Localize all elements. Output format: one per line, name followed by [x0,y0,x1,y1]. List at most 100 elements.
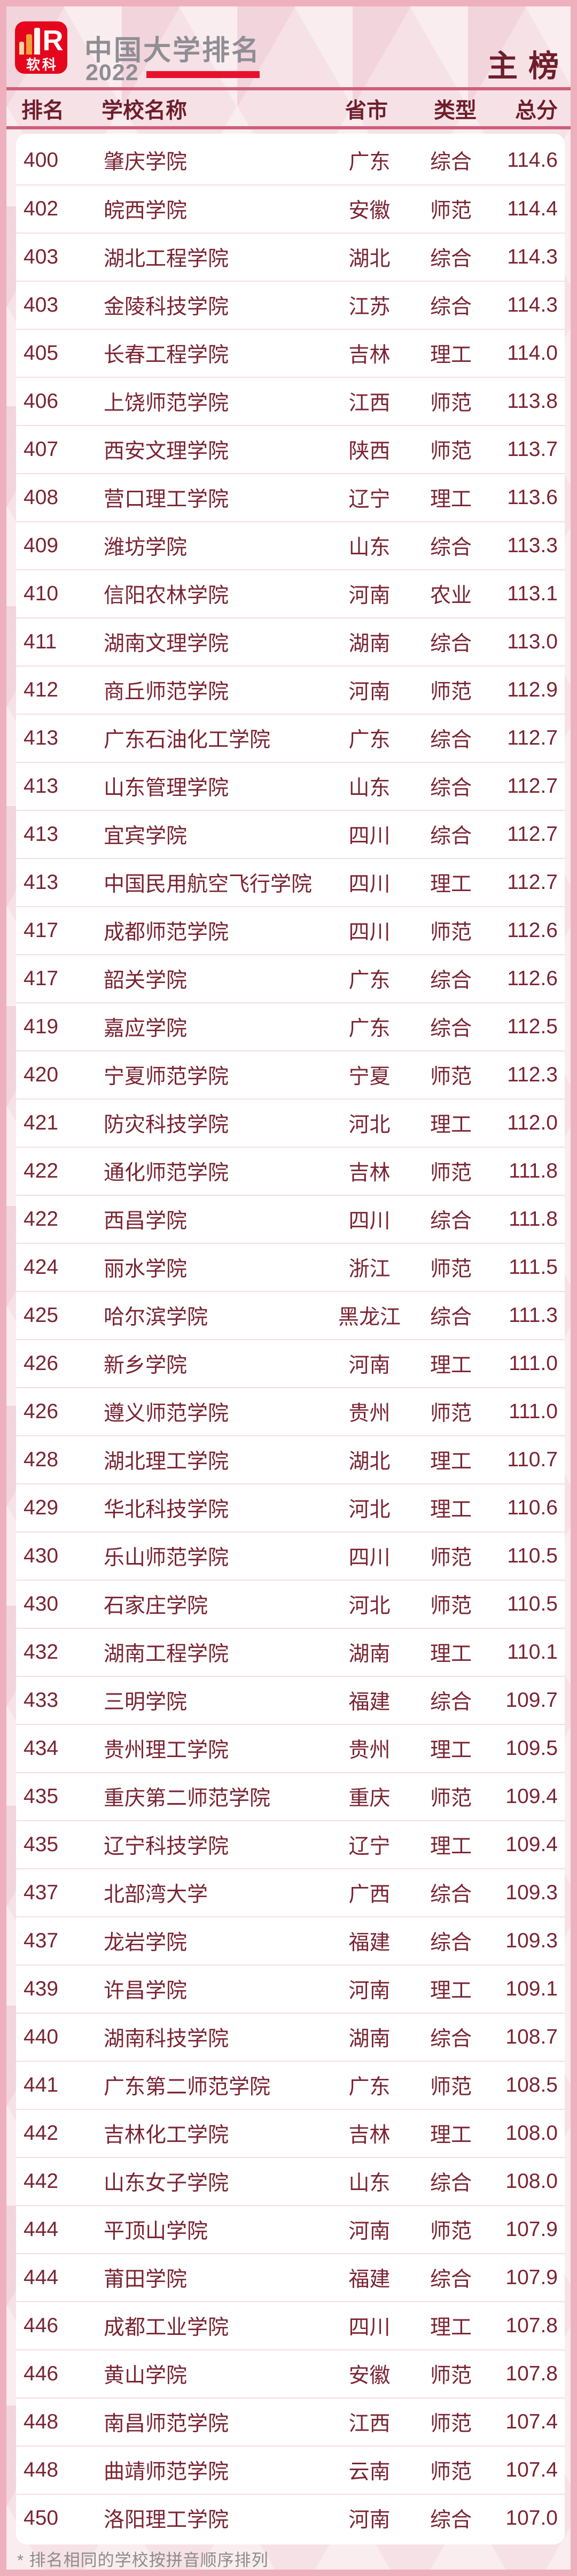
rank-cell: 413 [24,726,59,749]
school-name-cell: 贵州理工学院 [104,1739,229,1762]
province-cell: 广东 [348,1017,391,1040]
province-cell: 山东 [348,536,391,559]
table-row: 428 湖北理工学院 湖北 理工 110.7 [16,1435,565,1483]
score-cell: 112.9 [507,678,558,701]
school-name-cell: 湖北理工学院 [104,1450,229,1473]
score-cell: 111.3 [509,1304,558,1327]
school-name-cell: 黄山学院 [104,2364,188,2387]
score-cell: 107.8 [505,2362,558,2385]
column-header-province: 省市 [345,99,388,122]
rank-cell: 437 [24,1929,59,1952]
province-cell: 贵州 [348,1739,391,1762]
type-cell: 理工 [430,1498,472,1521]
rank-cell: 433 [24,1689,59,1712]
type-cell: 师范 [430,440,472,463]
type-cell: 理工 [430,1354,472,1377]
score-cell: 107.9 [505,2218,558,2241]
province-cell: 福建 [348,1691,391,1714]
column-header-school: 学校名称 [102,99,187,122]
type-cell: 理工 [430,1643,472,1666]
type-cell: 师范 [430,2076,472,2099]
rank-cell: 446 [24,2362,59,2385]
type-cell: 师范 [430,2364,472,2387]
type-cell: 师范 [430,2412,472,2435]
province-cell: 宁夏 [348,1065,391,1088]
type-cell: 理工 [430,1739,472,1762]
rank-cell: 430 [24,1592,59,1615]
type-cell: 综合 [430,151,472,174]
school-name-cell: 山东女子学院 [104,2172,229,2195]
province-cell: 辽宁 [348,488,391,511]
table-row: 406 上饶师范学院 江西 师范 113.8 [16,377,565,425]
rank-cell: 407 [24,438,59,461]
rank-cell: 444 [24,2266,59,2289]
type-cell: 师范 [430,1595,472,1618]
type-cell: 综合 [430,2268,472,2291]
table-row: 407 西安文理学院 陕西 师范 113.7 [16,425,565,473]
table-row: 400 肇庆学院 广东 综合 114.6 [16,136,565,184]
rank-cell: 410 [24,582,59,605]
type-cell: 农业 [430,584,472,607]
score-cell: 114.0 [507,342,558,365]
table-row: 444 平顶山学院 河南 师范 107.9 [16,2205,565,2253]
province-cell: 广东 [348,729,391,752]
table-row: 419 嘉应学院 广东 综合 112.5 [16,1002,565,1050]
school-name-cell: 石家庄学院 [104,1595,208,1618]
rank-cell: 426 [24,1400,59,1423]
province-cell: 贵州 [348,1402,391,1425]
type-cell: 师范 [430,199,472,222]
school-name-cell: 宁夏师范学院 [104,1065,229,1088]
school-name-cell: 哈尔滨学院 [104,1306,208,1329]
school-name-cell: 三明学院 [104,1691,188,1714]
table-row: 417 成都师范学院 四川 师范 112.6 [16,906,565,954]
province-cell: 四川 [348,921,391,944]
province-cell: 河南 [348,680,391,703]
school-name-cell: 长春工程学院 [104,344,229,367]
score-cell: 112.6 [507,919,558,942]
score-cell: 112.7 [507,871,558,894]
table-row: 413 宜宾学院 四川 综合 112.7 [16,810,565,858]
table-row: 422 通化师范学院 吉林 师范 111.8 [16,1147,565,1195]
score-cell: 108.5 [505,2074,558,2097]
type-cell: 综合 [430,1306,472,1329]
table-row: 450 洛阳理工学院 河南 综合 107.0 [16,2494,565,2542]
school-name-cell: 通化师范学院 [104,1162,229,1185]
school-name-cell: 华北科技学院 [104,1498,229,1521]
logo-bars-and-r: R [19,25,64,55]
school-name-cell: 广东石油化工学院 [104,729,271,752]
rank-cell: 400 [24,149,59,172]
rank-cell: 422 [24,1208,59,1231]
province-cell: 福建 [348,1931,391,1954]
score-cell: 114.3 [507,245,558,268]
province-cell: 河南 [348,584,391,607]
school-name-cell: 中国民用航空飞行学院 [104,873,313,896]
table-row: 426 新乡学院 河南 理工 111.0 [16,1339,565,1387]
type-cell: 综合 [430,2028,472,2051]
score-cell: 112.6 [507,967,558,990]
score-cell: 113.8 [507,390,558,413]
score-cell: 113.1 [507,582,558,605]
province-cell: 吉林 [348,344,391,367]
type-cell: 综合 [430,969,472,992]
rank-cell: 409 [24,534,59,557]
rank-cell: 446 [24,2314,59,2337]
province-cell: 山东 [348,777,391,800]
school-name-cell: 丽水学院 [104,1258,188,1281]
school-name-cell: 许昌学院 [104,1979,188,2002]
rank-cell: 403 [24,245,59,268]
rank-cell: 435 [24,1833,59,1856]
score-cell: 110.5 [507,1544,558,1567]
main-list-badge: 主 榜 [487,49,560,83]
table-row: 430 乐山师范学院 四川 师范 110.5 [16,1531,565,1580]
province-cell: 四川 [348,1210,391,1233]
type-cell: 师范 [430,1065,472,1088]
type-cell: 师范 [430,680,472,703]
table-row: 442 山东女子学院 山东 综合 108.0 [16,2157,565,2205]
type-cell: 师范 [430,1162,472,1185]
school-name-cell: 肇庆学院 [104,151,188,174]
province-cell: 湖南 [348,1643,391,1666]
province-cell: 河南 [348,1354,391,1377]
rank-cell: 420 [24,1063,59,1086]
score-cell: 113.7 [507,438,558,461]
table-row: 411 湖南文理学院 湖南 综合 113.0 [16,617,565,666]
